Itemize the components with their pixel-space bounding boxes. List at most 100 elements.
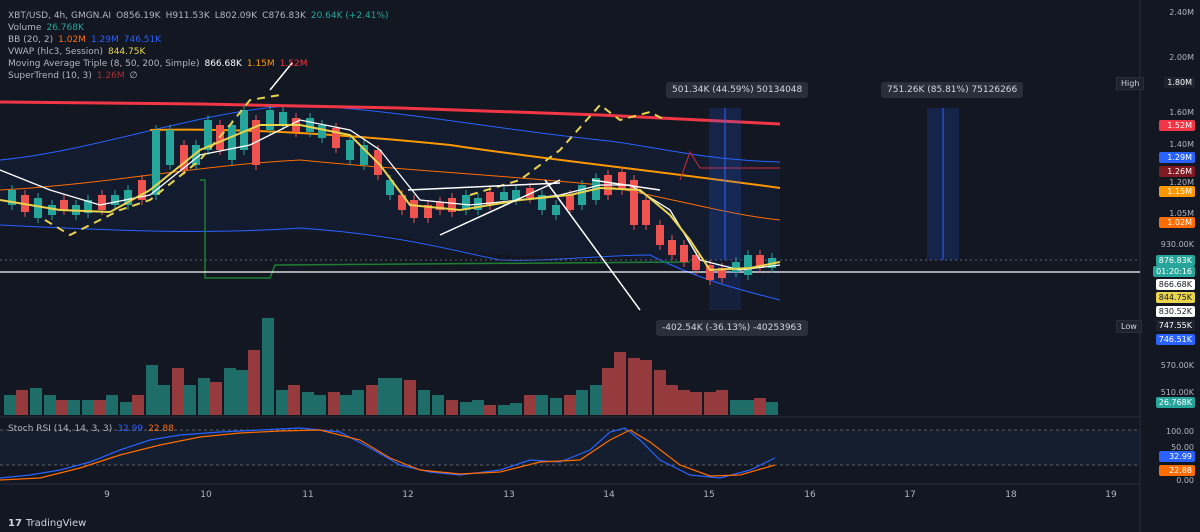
volume-bar <box>484 405 496 415</box>
stoch-rsi-k-value: 32.99 <box>117 424 144 434</box>
measure-label-up-1[interactable]: 501.34K (44.59%) 50134048 <box>666 82 809 98</box>
candle-body <box>680 245 688 262</box>
volume-bar <box>654 370 666 415</box>
volume-bar <box>378 378 390 415</box>
candle-body <box>398 195 406 210</box>
volume-bar <box>730 400 742 415</box>
candle-body <box>180 145 188 170</box>
volume-bar <box>524 395 536 415</box>
volume-bar <box>510 403 522 415</box>
low-value: L802.09K <box>214 11 258 21</box>
supertrend-legend[interactable]: SuperTrend (10, 3) 1.26M ∅ <box>8 70 389 82</box>
stoch-rsi-legend[interactable]: Stoch RSI (14, 14, 3, 3) 32.99 22.88 <box>8 424 174 434</box>
supertrend-label: SuperTrend (10, 3) <box>8 71 92 81</box>
time-axis-label: 13 <box>503 490 515 500</box>
volume-bar <box>184 385 196 415</box>
price-axis-label: 1.40M <box>1169 140 1194 149</box>
candle-body <box>732 262 740 272</box>
bb-legend[interactable]: BB (20, 2) 1.02M 1.29M 746.51K <box>8 34 389 46</box>
candle-body <box>630 180 638 225</box>
ma-label: Moving Average Triple (8, 50, 200, Simpl… <box>8 59 200 69</box>
candle-body <box>360 145 368 165</box>
measure-label-down[interactable]: -402.54K (-36.13%) -40253963 <box>656 320 809 336</box>
volume-bar <box>4 395 16 415</box>
candle-body <box>34 198 42 218</box>
vwap-value: 844.75K <box>107 47 146 57</box>
ma-legend[interactable]: Moving Average Triple (8, 50, 200, Simpl… <box>8 58 389 70</box>
volume-bar <box>340 395 352 415</box>
supertrend-value: 1.26M <box>96 71 125 81</box>
volume-bar <box>536 395 548 415</box>
low-marker-label: Low <box>1116 320 1142 333</box>
open-value: O856.19K <box>116 11 161 21</box>
symbol-label: XBT/USD, 4h, GMGN.AI <box>8 11 112 21</box>
vwap-line <box>0 124 781 272</box>
candle-body <box>204 120 212 150</box>
volume-bar <box>132 395 144 415</box>
candle-body <box>462 195 470 210</box>
rsi-k-tag: 32.99 <box>1159 451 1195 462</box>
time-axis-label: 17 <box>904 490 916 500</box>
candle-body <box>566 195 574 210</box>
volume-bar <box>210 382 222 415</box>
ma200-value: 1.52M <box>279 59 308 69</box>
stoch-rsi-band <box>0 430 1140 465</box>
candle-body <box>410 200 418 218</box>
time-axis-label: 15 <box>703 490 715 500</box>
volume-bar <box>158 385 170 415</box>
candle-body <box>240 110 248 150</box>
volume-value: 26.768K <box>46 23 84 33</box>
change-value: 20.64K (+2.41%) <box>310 11 389 21</box>
candle-body <box>552 205 560 215</box>
volume-bar <box>16 390 28 415</box>
trend-line <box>269 62 293 91</box>
time-axis-label: 12 <box>402 490 414 500</box>
candle-body <box>386 180 394 195</box>
indicator-legend: XBT/USD, 4h, GMGN.AI O856.19K H911.53K L… <box>8 10 389 82</box>
close-value: C876.83K <box>262 11 306 21</box>
candle-body <box>138 180 146 200</box>
vwap-label: VWAP (hlc3, Session) <box>8 47 103 57</box>
vwap-legend[interactable]: VWAP (hlc3, Session) 844.75K <box>8 46 389 58</box>
volume-bar <box>704 392 716 415</box>
candle-body <box>152 130 160 195</box>
bb-upper-value: 1.29M <box>90 35 119 45</box>
volume-bar <box>44 395 56 415</box>
volume-bar <box>198 378 210 415</box>
volume-bar <box>120 402 132 415</box>
stoch-rsi-label: Stoch RSI (14, 14, 3, 3) <box>8 424 113 434</box>
volume-bar <box>690 392 702 415</box>
high-marker-value: 1.80M <box>1164 77 1195 88</box>
supertrend-price-tag: 1.26M <box>1159 166 1195 177</box>
volume-bar <box>328 392 340 415</box>
symbol-row[interactable]: XBT/USD, 4h, GMGN.AI O856.19K H911.53K L… <box>8 10 389 22</box>
price-axis-label: 930.00K <box>1160 240 1194 249</box>
stoch-rsi-d-value: 22.88 <box>148 424 174 434</box>
measure-label-up-2[interactable]: 751.26K (85.81%) 75126266 <box>881 82 1024 98</box>
candle-body <box>228 125 236 160</box>
ma50-price-tag: 1.15M <box>1159 186 1195 197</box>
volume-bar <box>366 385 378 415</box>
candle-body <box>8 190 16 205</box>
volume-bar <box>106 395 118 415</box>
candle-body <box>424 205 432 218</box>
high-marker-label: High <box>1116 77 1145 90</box>
candle-body <box>192 145 200 165</box>
time-axis-label: 19 <box>1105 490 1117 500</box>
price-axis-label: 2.00M <box>1169 53 1194 62</box>
price-axis-label: 1.60M <box>1169 108 1194 117</box>
volume-bar <box>404 380 416 415</box>
volume-bar <box>602 368 614 415</box>
volume-bar <box>146 365 158 415</box>
horizontal-line-price-tag: 830.52K <box>1155 306 1195 317</box>
rsi-d-tag: 22.88 <box>1159 465 1195 476</box>
tradingview-logo[interactable]: 17 TradingView <box>8 518 86 529</box>
volume-bar <box>248 350 260 415</box>
volume-bar <box>82 400 94 415</box>
ma8-line <box>0 119 781 271</box>
rsi-axis-label: 0.00 <box>1176 476 1194 485</box>
volume-legend[interactable]: Volume 26.768K <box>8 22 389 34</box>
bb-basis-price-tag: 1.02M <box>1159 217 1195 228</box>
